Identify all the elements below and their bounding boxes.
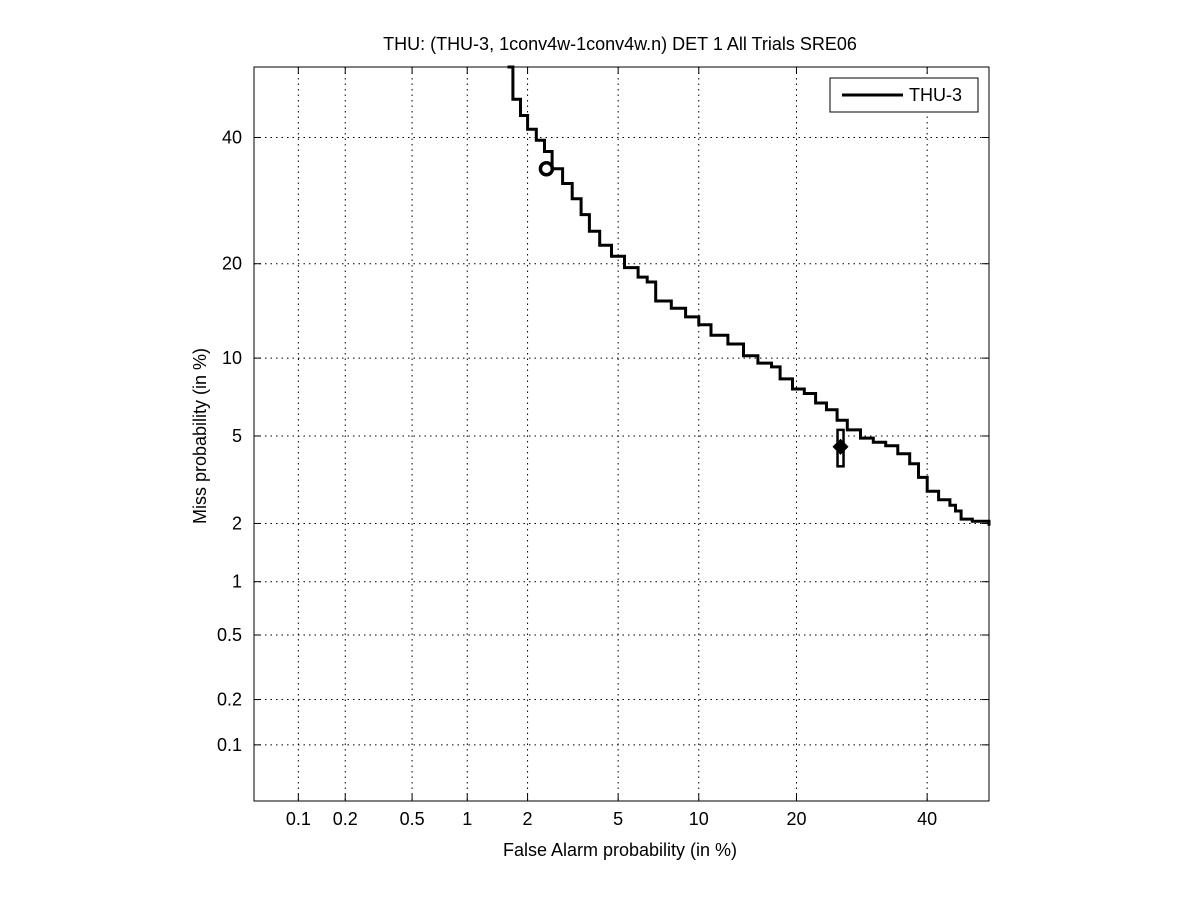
chart-title: THU: (THU-3, 1conv4w-1conv4w.n) DET 1 Al…: [383, 34, 857, 54]
y-axis-label: Miss probability (in %): [190, 348, 210, 524]
grid: [254, 67, 989, 801]
x-axis-ticks: 0.1 0.2 0.5 1 2 5 10 20 40: [286, 67, 937, 829]
y-axis-ticks: 0.1 0.2 0.5 1 2 5 10 20 40: [217, 127, 989, 755]
series-layer: [507, 65, 991, 526]
legend: THU-3: [829, 77, 979, 113]
x-tick-label: 10: [689, 809, 709, 829]
x-tick-label: 0.2: [333, 809, 358, 829]
y-tick-label: 40: [222, 127, 242, 147]
y-tick-label: 2: [232, 513, 242, 533]
y-tick-label: 0.1: [217, 735, 242, 755]
legend-label-thu-3: THU-3: [909, 85, 962, 105]
y-tick-label: 0.5: [217, 625, 242, 645]
x-tick-label: 5: [613, 809, 623, 829]
plot-frame: [253, 66, 990, 802]
diamond-marker: [832, 438, 849, 455]
x-tick-label: 2: [523, 809, 533, 829]
x-tick-label: 20: [786, 809, 806, 829]
x-tick-label: 1: [462, 809, 472, 829]
x-axis-label: False Alarm probability (in %): [503, 840, 737, 860]
x-tick-label: 0.1: [286, 809, 311, 829]
min-dcf-point: [538, 160, 555, 177]
y-tick-label: 1: [232, 572, 242, 592]
y-tick-label: 10: [222, 348, 242, 368]
actual-dcf-point: [832, 428, 849, 468]
y-tick-label: 0.2: [217, 690, 242, 710]
x-tick-label: 0.5: [400, 809, 425, 829]
y-tick-label: 20: [222, 254, 242, 274]
x-tick-label: 40: [917, 809, 937, 829]
y-tick-label: 5: [232, 426, 242, 446]
marker-layer: [538, 160, 849, 468]
series-thu-3: [507, 65, 991, 526]
